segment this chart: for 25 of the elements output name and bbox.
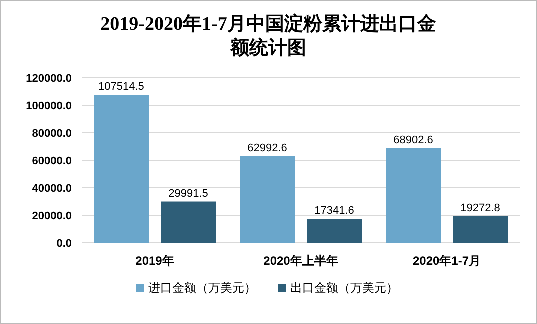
y-tick-label: 60000.0 bbox=[32, 156, 72, 168]
x-tick-label: 2020年上半年 bbox=[264, 254, 338, 268]
legend-label: 进口金额（万美元） bbox=[148, 281, 256, 295]
bar bbox=[386, 148, 441, 243]
legend-label: 出口金额（万美元） bbox=[290, 281, 398, 295]
data-label: 17341.6 bbox=[314, 205, 354, 218]
x-tick-label: 2020年1-7月 bbox=[412, 254, 482, 268]
data-label: 68902.6 bbox=[394, 134, 434, 146]
bar bbox=[240, 156, 295, 243]
y-tick-label: 0.0 bbox=[56, 238, 72, 250]
data-label: 19272.8 bbox=[460, 202, 500, 214]
y-tick-label: 20000.0 bbox=[32, 210, 72, 222]
y-tick-label: 120000.0 bbox=[26, 73, 72, 85]
data-label: 107514.5 bbox=[98, 81, 144, 94]
chart-title: 2019-2020年1-7月中国淀粉累计进出口金额统计图 bbox=[100, 13, 436, 59]
x-tick-label: 2019年 bbox=[136, 254, 174, 268]
bar bbox=[453, 216, 508, 243]
bar bbox=[94, 95, 149, 243]
bar bbox=[307, 219, 362, 243]
y-tick-label: 100000.0 bbox=[26, 100, 72, 112]
data-label: 29991.5 bbox=[168, 188, 208, 200]
y-tick-label: 80000.0 bbox=[32, 128, 72, 140]
data-label: 62992.6 bbox=[248, 142, 288, 154]
y-tick-label: 40000.0 bbox=[32, 183, 72, 195]
bar bbox=[161, 202, 216, 243]
